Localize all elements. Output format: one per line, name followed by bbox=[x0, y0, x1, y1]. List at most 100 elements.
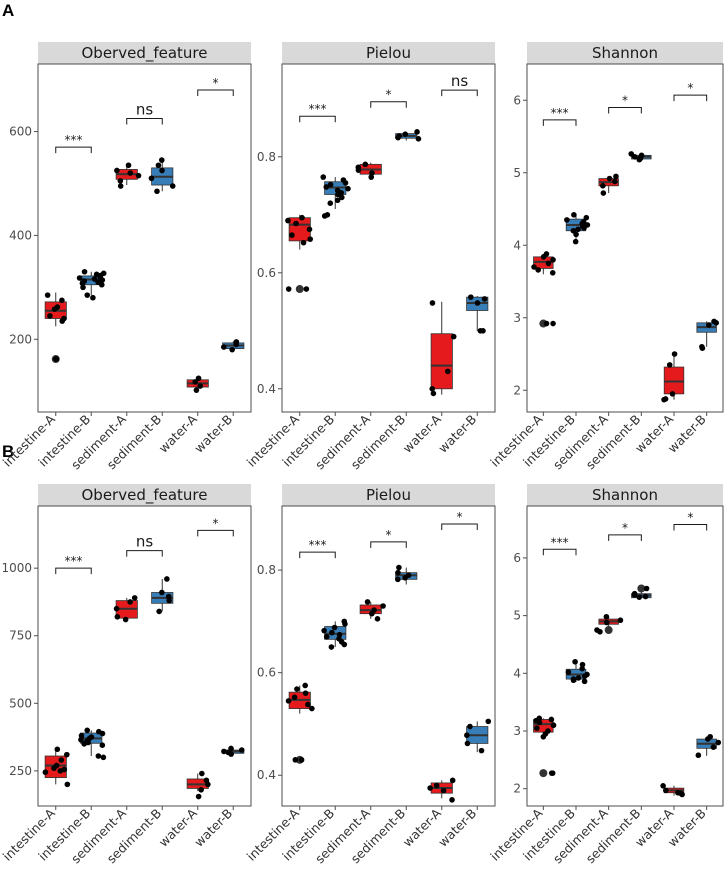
data-point bbox=[579, 661, 586, 668]
y-tick-label: 500 bbox=[9, 696, 32, 710]
data-point bbox=[474, 300, 481, 306]
data-point bbox=[122, 616, 129, 623]
data-point bbox=[402, 131, 409, 137]
data-point bbox=[369, 610, 375, 617]
data-point bbox=[661, 396, 667, 403]
data-point bbox=[581, 673, 588, 679]
data-point bbox=[64, 751, 70, 758]
data-point bbox=[606, 175, 613, 182]
significance-label: * bbox=[622, 521, 628, 535]
data-point bbox=[636, 156, 643, 163]
data-point bbox=[298, 757, 305, 763]
data-point bbox=[158, 157, 165, 163]
significance-bracket: *** bbox=[542, 535, 577, 556]
y-tick-label: 2 bbox=[513, 782, 521, 796]
data-point bbox=[195, 793, 202, 800]
chart-facet-6: Shannon23456intestine-Aintestine-Bsedime… bbox=[487, 484, 724, 866]
y-tick-label: 400 bbox=[9, 228, 32, 242]
data-point bbox=[198, 786, 204, 793]
data-point bbox=[550, 320, 556, 327]
data-point bbox=[99, 730, 106, 737]
significance-label: * bbox=[687, 81, 693, 95]
data-point bbox=[583, 214, 590, 221]
data-point bbox=[47, 313, 53, 319]
bracket-line bbox=[441, 89, 478, 97]
chart-facet-2: Pielou0.40.60.8intestine-Aintestine-Bsed… bbox=[244, 42, 496, 472]
data-point bbox=[334, 197, 341, 204]
y-tick-label: 6 bbox=[513, 551, 521, 565]
significance-label: ns bbox=[136, 533, 154, 551]
outlier-point bbox=[295, 285, 304, 294]
data-point bbox=[42, 769, 49, 776]
data-point bbox=[531, 264, 537, 270]
data-point bbox=[345, 185, 351, 192]
data-point bbox=[64, 781, 71, 788]
data-point bbox=[695, 752, 702, 759]
chart-facet-5: Pielou0.40.60.8intestine-Aintestine-Bsed… bbox=[244, 484, 496, 866]
data-point bbox=[548, 770, 555, 776]
bracket-line bbox=[673, 94, 708, 102]
y-tick-label: 3 bbox=[513, 724, 521, 738]
data-point bbox=[113, 605, 120, 612]
y-tick-label: 0.8 bbox=[257, 150, 276, 164]
data-point bbox=[464, 740, 471, 747]
chart-facet-1: Oberved_feature200400600intestine-Aintes… bbox=[0, 42, 252, 472]
data-point bbox=[58, 757, 65, 763]
data-point bbox=[336, 631, 343, 638]
data-point bbox=[534, 725, 540, 731]
data-point bbox=[715, 739, 722, 746]
data-point bbox=[78, 736, 84, 743]
significance-bracket: * bbox=[673, 81, 708, 102]
data-point bbox=[303, 286, 310, 292]
box-body bbox=[663, 366, 685, 395]
x-tick-label: water-B bbox=[435, 806, 479, 850]
data-point bbox=[329, 629, 335, 636]
significance-bracket: *** bbox=[299, 538, 336, 559]
data-point bbox=[713, 320, 719, 326]
bracket-line bbox=[299, 115, 336, 123]
significance-bracket: *** bbox=[55, 133, 92, 154]
data-point bbox=[53, 356, 60, 362]
significance-label: *** bbox=[65, 133, 83, 147]
y-tick-label: 4 bbox=[513, 666, 521, 680]
box-water-B bbox=[466, 721, 489, 753]
data-point bbox=[573, 231, 579, 238]
facet-title: Pielou bbox=[366, 486, 411, 504]
significance-label: * bbox=[213, 516, 219, 530]
data-point bbox=[449, 797, 455, 803]
data-point bbox=[81, 268, 88, 275]
bracket-line bbox=[370, 101, 407, 108]
data-point bbox=[536, 719, 543, 726]
plots-layer: Oberved_feature200400600intestine-Aintes… bbox=[0, 42, 724, 866]
data-point bbox=[603, 619, 610, 626]
data-point bbox=[671, 351, 678, 357]
data-point bbox=[467, 294, 474, 300]
y-tick-label: 250 bbox=[9, 764, 32, 778]
data-point bbox=[291, 694, 298, 701]
plot-frame bbox=[281, 63, 496, 413]
data-point bbox=[84, 292, 91, 298]
data-point bbox=[339, 194, 345, 201]
data-point bbox=[535, 267, 541, 273]
data-point bbox=[565, 669, 572, 675]
facet-strip bbox=[282, 484, 495, 506]
data-point bbox=[306, 226, 313, 233]
data-point bbox=[395, 569, 401, 576]
data-point bbox=[429, 300, 436, 306]
significance-bracket: * bbox=[370, 528, 407, 548]
data-point bbox=[81, 741, 87, 747]
chart-facet-3: Shannon23456intestine-Aintestine-Bsedime… bbox=[487, 42, 724, 472]
x-tick-label: water-A bbox=[156, 411, 201, 456]
data-point bbox=[464, 732, 470, 739]
y-tick-label: 0.4 bbox=[257, 768, 276, 782]
data-point bbox=[285, 698, 292, 704]
data-point bbox=[581, 225, 587, 231]
data-point bbox=[362, 161, 369, 168]
data-point bbox=[570, 677, 577, 684]
data-point bbox=[429, 386, 436, 392]
y-tick-label: 0.4 bbox=[257, 382, 276, 396]
significance-label: ns bbox=[136, 101, 154, 119]
facet-title: Oberved_feature bbox=[81, 486, 207, 505]
significance-bracket: ns bbox=[126, 101, 163, 125]
significance-label: * bbox=[386, 88, 392, 102]
